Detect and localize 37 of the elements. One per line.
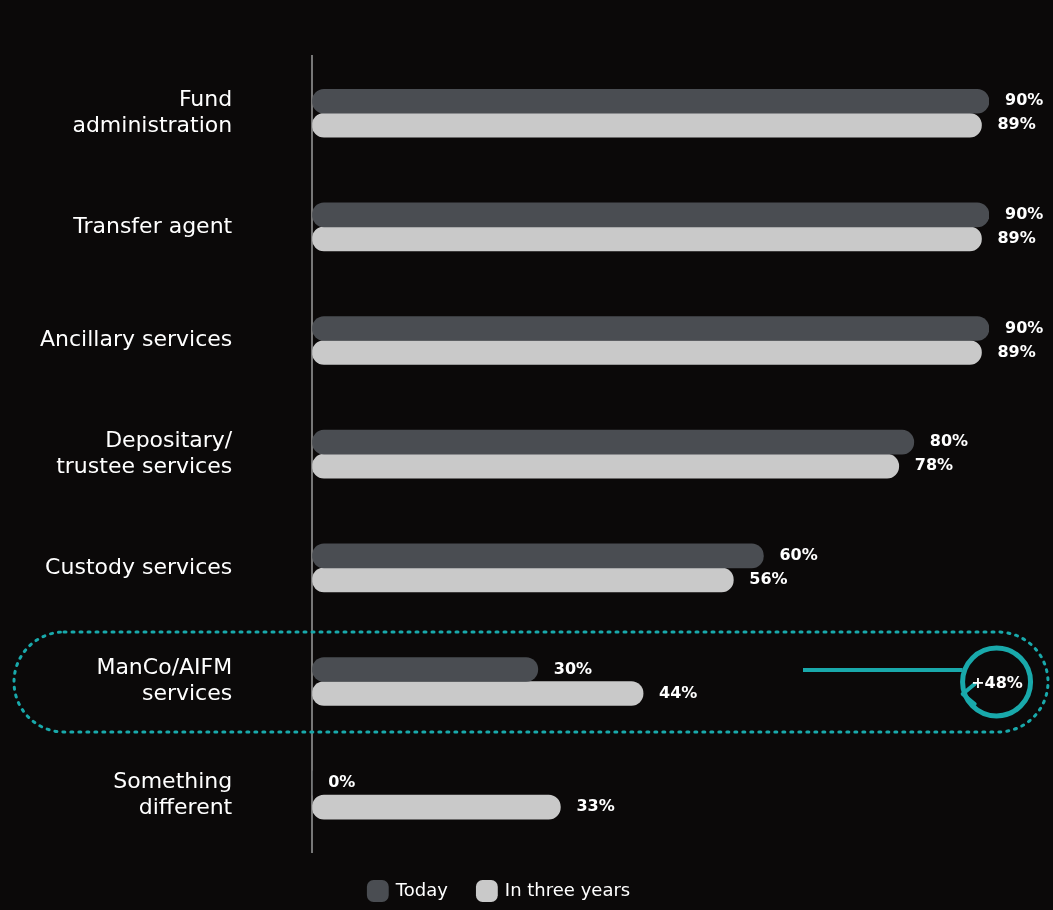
data-label: 80% (929, 431, 969, 451)
bar (312, 340, 982, 365)
legend-label: Today (394, 878, 449, 900)
y-tick-label: Custody services (45, 553, 233, 579)
y-tick-label: Something different (113, 767, 233, 820)
bar (312, 543, 764, 569)
bar (312, 657, 539, 682)
data-label: 90% (1005, 317, 1044, 337)
data-label: 78% (914, 455, 954, 475)
y-tick-label: Depositary/ trustee services (56, 426, 233, 479)
data-label: 0% (328, 772, 356, 792)
bar (312, 202, 989, 228)
y-tick-label: Ancillary services (40, 326, 233, 352)
bar (312, 88, 989, 114)
data-label: 44% (659, 682, 698, 702)
data-label: 60% (779, 545, 818, 565)
bar (312, 794, 561, 820)
bar (312, 429, 915, 455)
y-tick-label: ManCo/AIFM services (96, 654, 233, 706)
y-tick-label: Transfer agent (72, 212, 233, 238)
bar (312, 453, 900, 479)
y-tick-label: Fund administration (72, 85, 233, 138)
annotation: +48% (971, 672, 1023, 691)
data-label: 89% (997, 114, 1036, 134)
bar (312, 226, 982, 252)
legend-label: In three years (504, 878, 631, 900)
data-label: 89% (997, 228, 1036, 248)
data-label: 89% (997, 341, 1036, 361)
bar (312, 316, 989, 341)
bar (312, 112, 982, 138)
data-label: 33% (576, 796, 615, 816)
data-label: 56% (749, 569, 788, 589)
bar (312, 681, 644, 706)
data-label: 90% (1005, 90, 1044, 110)
data-label: 30% (553, 658, 593, 678)
bar (312, 567, 734, 593)
data-label: 90% (1005, 204, 1044, 224)
